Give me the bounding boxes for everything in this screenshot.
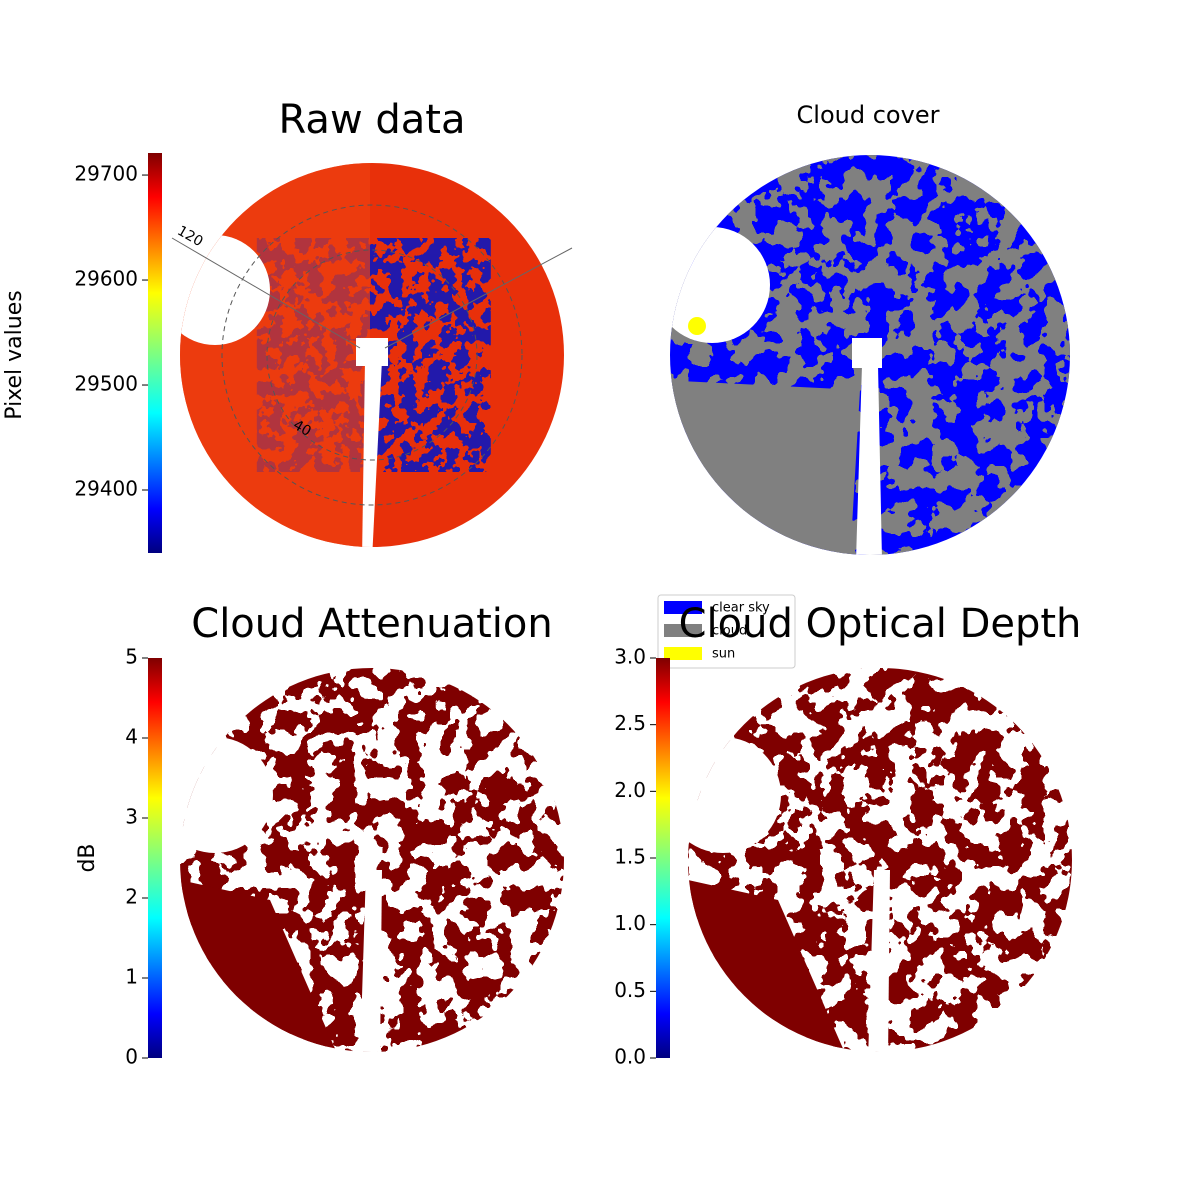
- colorbar-tick-label: 5: [125, 645, 138, 669]
- colorbar-tick-label: 29600: [74, 267, 138, 291]
- colorbar-label: Pixel values: [2, 290, 27, 419]
- colorbar-tick-label: 2.5: [614, 711, 646, 735]
- legend-label: cloud: [712, 624, 747, 639]
- colorbar-tick-label: 4: [125, 725, 138, 749]
- legend-label: sun: [712, 647, 735, 662]
- panel-title: Cloud Attenuation: [191, 601, 552, 647]
- optical-depth-image: [688, 668, 1072, 1052]
- colorbar-tick-label: 3.0: [614, 645, 646, 669]
- colorbar-tick-label: 0: [125, 1045, 138, 1069]
- legend-label: clear sky: [712, 601, 770, 616]
- colorbar-tick-label: 3: [125, 805, 138, 829]
- polar-line: [384, 247, 573, 349]
- colorbar-tick-label: 1.5: [614, 845, 646, 869]
- polar-line: [171, 237, 361, 349]
- colorbar: [148, 658, 162, 1058]
- cloud-cover-image: [670, 155, 1070, 555]
- colorbar-tick-label: 2: [125, 885, 138, 909]
- colorbar: [148, 153, 162, 553]
- attenuation-image: [180, 668, 564, 1052]
- polar-grid: [221, 204, 523, 506]
- legend-swatch: [664, 647, 702, 660]
- panel-title: Raw data: [279, 97, 466, 143]
- colorbar-tick-label: 29400: [74, 477, 138, 501]
- legend-swatch: [664, 601, 702, 614]
- panel-title: Cloud Optical Depth: [679, 601, 1082, 647]
- colorbar-tick-label: 1.0: [614, 911, 646, 935]
- colorbar-tick-label: 1: [125, 965, 138, 989]
- colorbar-label: dB: [75, 843, 100, 872]
- panel-title: Cloud cover: [797, 101, 940, 129]
- colorbar-tick-label: 29700: [74, 162, 138, 186]
- colorbar: [656, 658, 670, 1058]
- polar-label: 120: [174, 223, 205, 250]
- legend-swatch: [664, 624, 702, 637]
- colorbar-tick-label: 0.5: [614, 978, 646, 1002]
- colorbar-tick-label: 2.0: [614, 778, 646, 802]
- colorbar-tick-label: 0.0: [614, 1045, 646, 1069]
- polar-label: 40: [290, 417, 313, 440]
- colorbar-tick-label: 29500: [74, 372, 138, 396]
- sun-marker: [688, 317, 706, 335]
- raw-image: [180, 163, 564, 547]
